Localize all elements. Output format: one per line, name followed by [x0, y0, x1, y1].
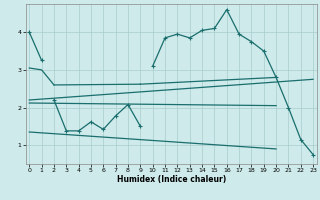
X-axis label: Humidex (Indice chaleur): Humidex (Indice chaleur): [116, 175, 226, 184]
